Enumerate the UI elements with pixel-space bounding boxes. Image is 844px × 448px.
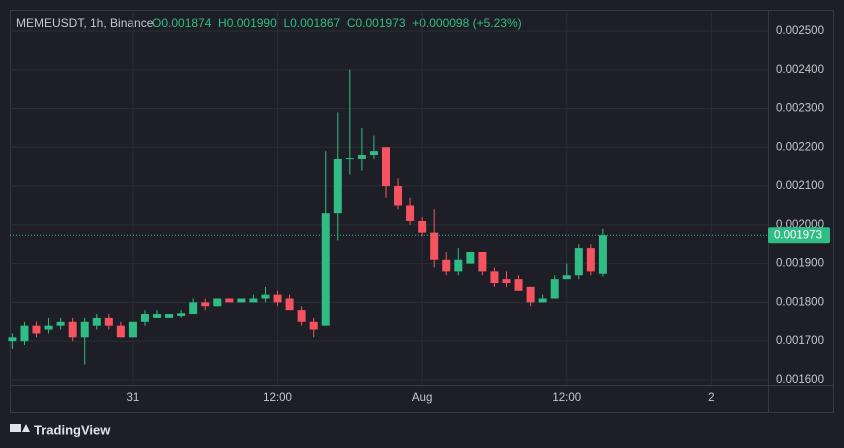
candle-body — [526, 286, 535, 303]
y-tick-label: 0.002100 — [776, 180, 824, 192]
candle-body — [369, 151, 378, 156]
x-tick-label: Aug — [412, 392, 432, 404]
candle-body — [189, 302, 198, 315]
candle-body — [538, 298, 547, 303]
y-tick-label: 0.002200 — [776, 141, 824, 153]
candle-body — [333, 158, 342, 214]
candle-body — [381, 147, 390, 187]
candle-body — [442, 259, 451, 272]
x-tick-label: 2 — [708, 392, 714, 404]
candle-body — [32, 325, 41, 334]
y-tick-label: 0.002500 — [776, 25, 824, 37]
candle-body — [309, 321, 318, 330]
candle-body — [56, 321, 65, 326]
ohlc-readout: O0.001874 H0.001990 L0.001867 C0.001973 … — [152, 16, 522, 30]
candle-body — [201, 302, 210, 307]
candle-body — [418, 220, 427, 233]
candle-body — [8, 337, 17, 342]
logo-mark — [10, 424, 21, 432]
candle-body — [454, 259, 463, 272]
candle-body — [550, 279, 559, 299]
candle-body — [177, 313, 186, 316]
logo-mark — [22, 424, 30, 432]
candle-body — [116, 325, 125, 338]
y-tick-label: 0.001800 — [776, 296, 824, 308]
candle-body — [406, 205, 415, 221]
last-price-label: 0.001973 — [774, 229, 822, 241]
candle-body — [261, 294, 270, 299]
last-price-tag — [768, 227, 830, 244]
candle-body — [478, 251, 487, 272]
candle-body — [225, 298, 234, 303]
candle-body — [562, 275, 571, 280]
candle-body — [430, 232, 439, 260]
candle-body — [394, 186, 403, 206]
candle-body — [514, 279, 523, 291]
y-tick-label: 0.002400 — [776, 64, 824, 76]
candle-body — [68, 321, 77, 338]
x-tick-label: 12:00 — [263, 392, 292, 404]
candle-body — [20, 325, 29, 342]
x-tick-label: 31 — [127, 392, 140, 404]
chart-title: MEMEUSDT, 1h, Binance — [16, 16, 154, 30]
candle-body — [345, 158, 354, 160]
y-tick-label: 0.001600 — [776, 374, 824, 386]
candle-body — [285, 298, 294, 311]
candle-body — [297, 310, 306, 322]
x-tick-label: 12:00 — [552, 392, 581, 404]
candle-body — [598, 235, 607, 274]
y-tick-label: 0.002300 — [776, 103, 824, 115]
candle-body — [466, 251, 475, 264]
candle-body — [128, 321, 137, 338]
candle-body — [321, 213, 330, 326]
candle-body — [104, 317, 113, 326]
candle-body — [490, 271, 499, 284]
candle-body — [92, 317, 101, 326]
y-tick-label: 0.001700 — [776, 335, 824, 347]
candle-body — [237, 298, 246, 303]
brand-name: TradingView — [34, 422, 111, 437]
candle-body — [502, 279, 511, 284]
candle-body — [574, 248, 583, 276]
candle-body — [249, 298, 258, 303]
brand-logo: TradingView — [10, 422, 111, 437]
candle-body — [44, 325, 53, 330]
candle-body — [140, 314, 149, 322]
candle-body — [80, 321, 89, 338]
candle-body — [165, 314, 174, 318]
candle-body — [357, 155, 366, 159]
candle-body — [153, 314, 162, 318]
y-tick-label: 0.001900 — [776, 258, 824, 270]
candle-body — [586, 248, 595, 272]
candle-body — [273, 294, 282, 303]
candle-body — [213, 298, 222, 307]
